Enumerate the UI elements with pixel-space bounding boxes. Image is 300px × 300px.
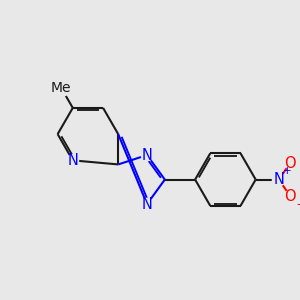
Circle shape: [52, 79, 70, 97]
Text: N: N: [273, 172, 284, 187]
Circle shape: [285, 190, 296, 202]
Circle shape: [67, 154, 79, 166]
Circle shape: [285, 157, 296, 169]
Circle shape: [272, 173, 285, 186]
Text: O: O: [284, 155, 296, 170]
Text: -: -: [297, 198, 300, 211]
Text: +: +: [283, 167, 292, 176]
Text: N: N: [142, 148, 152, 163]
Circle shape: [141, 198, 153, 210]
Circle shape: [141, 149, 153, 161]
Text: Me: Me: [51, 81, 71, 95]
Text: N: N: [142, 196, 152, 211]
Text: N: N: [67, 153, 78, 168]
Text: O: O: [284, 189, 296, 204]
